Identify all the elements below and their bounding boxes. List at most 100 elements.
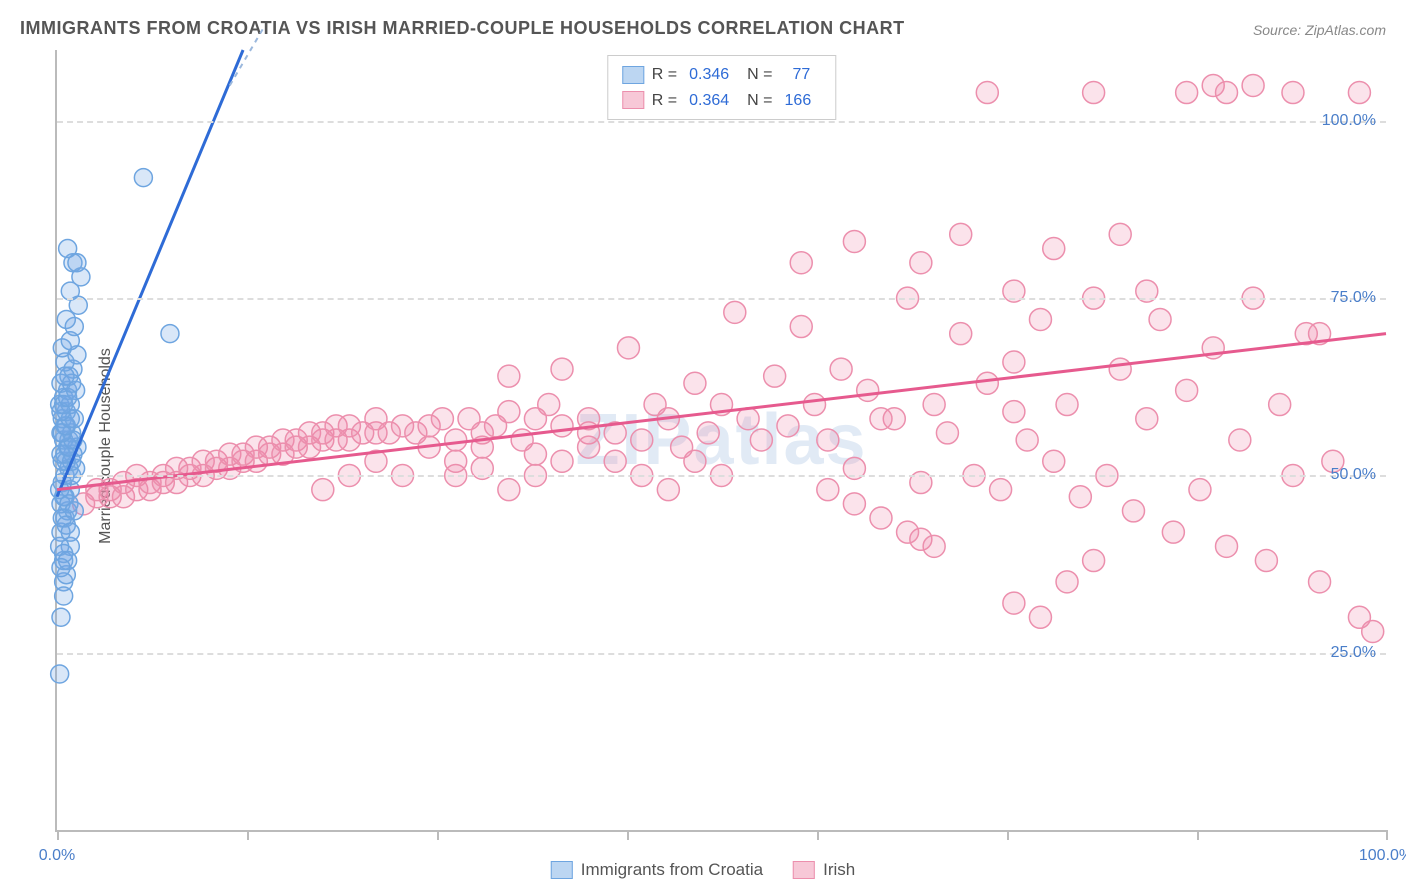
y-tick-label: 25.0% (1331, 644, 1376, 662)
legend-n-label: N = (747, 62, 772, 88)
legend-n-value-irish: 166 (781, 88, 822, 114)
data-point (1229, 429, 1251, 451)
gridline (57, 475, 1386, 477)
gridline (57, 298, 1386, 300)
data-point (777, 415, 799, 437)
data-point (1362, 620, 1384, 642)
data-point (1309, 571, 1331, 593)
legend-item-irish: Irish (793, 860, 855, 880)
data-point (312, 479, 334, 501)
y-tick-label: 50.0% (1331, 466, 1376, 484)
data-point (498, 479, 520, 501)
data-point (1109, 223, 1131, 245)
y-tick-label: 75.0% (1331, 289, 1376, 307)
data-point (910, 252, 932, 274)
data-point (51, 665, 69, 683)
data-point (1043, 238, 1065, 260)
data-point (990, 479, 1012, 501)
data-point (1069, 486, 1091, 508)
data-point (764, 365, 786, 387)
data-point (56, 367, 74, 385)
legend-label-croatia: Immigrants from Croatia (581, 860, 763, 880)
data-point (1269, 394, 1291, 416)
data-point (52, 559, 70, 577)
chart-plot-area: ZIPatlas R = 0.346 N = 77 R = 0.364 N = … (55, 50, 1386, 832)
data-point (870, 408, 892, 430)
x-tick (1197, 830, 1199, 840)
data-point (1056, 571, 1078, 593)
data-point (697, 422, 719, 444)
data-point (817, 479, 839, 501)
data-point (1176, 82, 1198, 104)
x-tick (1386, 830, 1388, 840)
data-point (1348, 82, 1370, 104)
gridline (57, 653, 1386, 655)
legend-n-value-croatia: 77 (781, 62, 821, 88)
data-point (1216, 535, 1238, 557)
data-point (631, 429, 653, 451)
data-point (1282, 82, 1304, 104)
data-point (750, 429, 772, 451)
legend-item-croatia: Immigrants from Croatia (551, 860, 763, 880)
legend-n-label: N = (747, 88, 772, 114)
data-point (1255, 550, 1277, 572)
data-point (1162, 521, 1184, 543)
x-tick (817, 830, 819, 840)
x-tick (1007, 830, 1009, 840)
data-point (431, 408, 453, 430)
data-point (551, 358, 573, 380)
legend-r-label: R = (652, 88, 677, 114)
data-point (134, 169, 152, 187)
data-point (524, 443, 546, 465)
legend-swatch-croatia (551, 861, 573, 879)
data-point (1242, 74, 1264, 96)
data-point (617, 337, 639, 359)
data-point (1216, 82, 1238, 104)
data-point (1176, 379, 1198, 401)
data-point (804, 394, 826, 416)
source-label: Source: ZipAtlas.com (1253, 22, 1386, 38)
data-point (1016, 429, 1038, 451)
legend-swatch-irish (793, 861, 815, 879)
chart-title: IMMIGRANTS FROM CROATIA VS IRISH MARRIED… (20, 18, 905, 39)
data-point (445, 429, 467, 451)
data-point (857, 379, 879, 401)
data-point (604, 450, 626, 472)
x-tick-label-left: 0.0% (39, 847, 75, 865)
data-point (551, 450, 573, 472)
data-point (870, 507, 892, 529)
x-tick (57, 830, 59, 840)
data-point (1149, 308, 1171, 330)
data-point (59, 240, 77, 258)
data-point (1136, 408, 1158, 430)
data-point (976, 372, 998, 394)
legend-label-irish: Irish (823, 860, 855, 880)
data-point (578, 436, 600, 458)
legend-row-croatia: R = 0.346 N = 77 (622, 62, 821, 88)
data-point (1189, 479, 1211, 501)
data-point (923, 535, 945, 557)
data-point (737, 408, 759, 430)
swatch-irish (622, 91, 644, 109)
data-point (55, 587, 73, 605)
data-point (830, 358, 852, 380)
data-point (551, 415, 573, 437)
legend-r-value-croatia: 0.346 (685, 62, 739, 88)
data-point (790, 316, 812, 338)
data-point (1056, 394, 1078, 416)
data-point (1122, 500, 1144, 522)
data-point (843, 493, 865, 515)
data-point (684, 372, 706, 394)
y-tick-label: 100.0% (1322, 112, 1376, 130)
data-point (445, 450, 467, 472)
data-point (923, 394, 945, 416)
data-point (498, 401, 520, 423)
correlation-legend: R = 0.346 N = 77 R = 0.364 N = 166 (607, 55, 836, 120)
data-point (1003, 401, 1025, 423)
data-point (1003, 592, 1025, 614)
x-tick (247, 830, 249, 840)
x-tick (627, 830, 629, 840)
data-point (950, 223, 972, 245)
data-point (790, 252, 812, 274)
gridline (57, 121, 1386, 123)
